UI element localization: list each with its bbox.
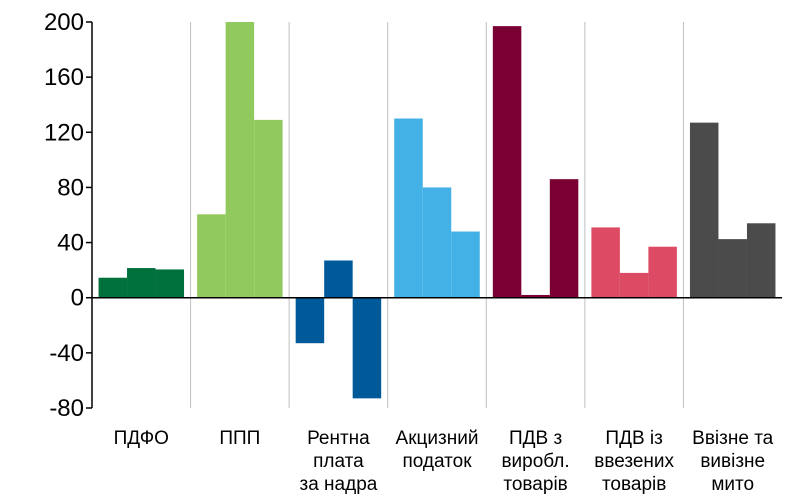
bar <box>619 272 649 298</box>
bar <box>521 294 550 298</box>
axes <box>86 21 782 409</box>
y-tick-label: -40 <box>49 340 84 367</box>
category-label-line: вивізне <box>700 451 765 472</box>
bars <box>98 22 776 399</box>
bar <box>197 214 226 298</box>
category-label-line: Рентна <box>307 428 370 449</box>
category-label: Акцизний податок <box>396 428 479 472</box>
y-tick-label: -80 <box>49 395 84 422</box>
category-label-line: ПДВ з <box>509 428 562 449</box>
bar <box>422 187 452 298</box>
bar <box>718 239 747 298</box>
category-label-line: ППП <box>219 428 260 449</box>
y-tick-label: 120 <box>44 119 84 146</box>
bar <box>352 297 382 399</box>
y-tick-label: 40 <box>57 230 84 257</box>
category-label: ПДВ із ввезених товарів <box>594 428 674 495</box>
bar <box>746 223 776 298</box>
bar <box>451 231 480 298</box>
category-label-line: за надра <box>300 474 378 495</box>
bar <box>324 260 353 298</box>
bar <box>98 277 128 298</box>
bar <box>295 297 325 344</box>
y-tick-labels: 200 160 120 80 40 0 -40 -80 <box>44 9 84 422</box>
bar <box>127 268 156 298</box>
category-label-line: виробл. <box>501 451 569 472</box>
y-tick-label: 80 <box>57 174 84 201</box>
category-label-line: ПДВ із <box>605 428 662 449</box>
category-label: ППП <box>219 428 260 449</box>
category-label-line: ввезених <box>594 451 674 472</box>
y-tick-label: 0 <box>71 285 84 312</box>
bar <box>394 118 423 298</box>
category-labels: ПДФО ППП Рентна плата за надра Акцизний подато… <box>114 428 774 495</box>
category-label-line: Ввізне та <box>692 428 774 449</box>
category-label: ПДВ з виробл. товарів <box>501 428 569 495</box>
category-label: ПДФО <box>114 428 169 449</box>
category-label-line: товарів <box>602 474 666 495</box>
bar <box>591 227 620 298</box>
bar <box>648 246 677 298</box>
bar <box>689 122 719 298</box>
gridlines <box>190 22 684 408</box>
category-label: Рентна плата за надра <box>300 428 378 495</box>
category-label-line: мито <box>711 474 754 495</box>
category-label-line: податок <box>402 451 472 472</box>
category-label: Ввізне та вивізне мито <box>692 428 774 495</box>
bar <box>492 26 522 298</box>
bar <box>155 269 185 298</box>
category-label-line: ПДФО <box>114 428 169 449</box>
y-tick-label: 200 <box>44 9 84 36</box>
y-tick-label: 160 <box>44 64 84 91</box>
bar <box>549 179 579 298</box>
category-label-line: Акцизний <box>396 428 479 449</box>
category-label-line: плата <box>313 451 364 472</box>
category-label-line: товарів <box>503 474 567 495</box>
bar <box>225 22 255 298</box>
bar <box>254 119 283 298</box>
